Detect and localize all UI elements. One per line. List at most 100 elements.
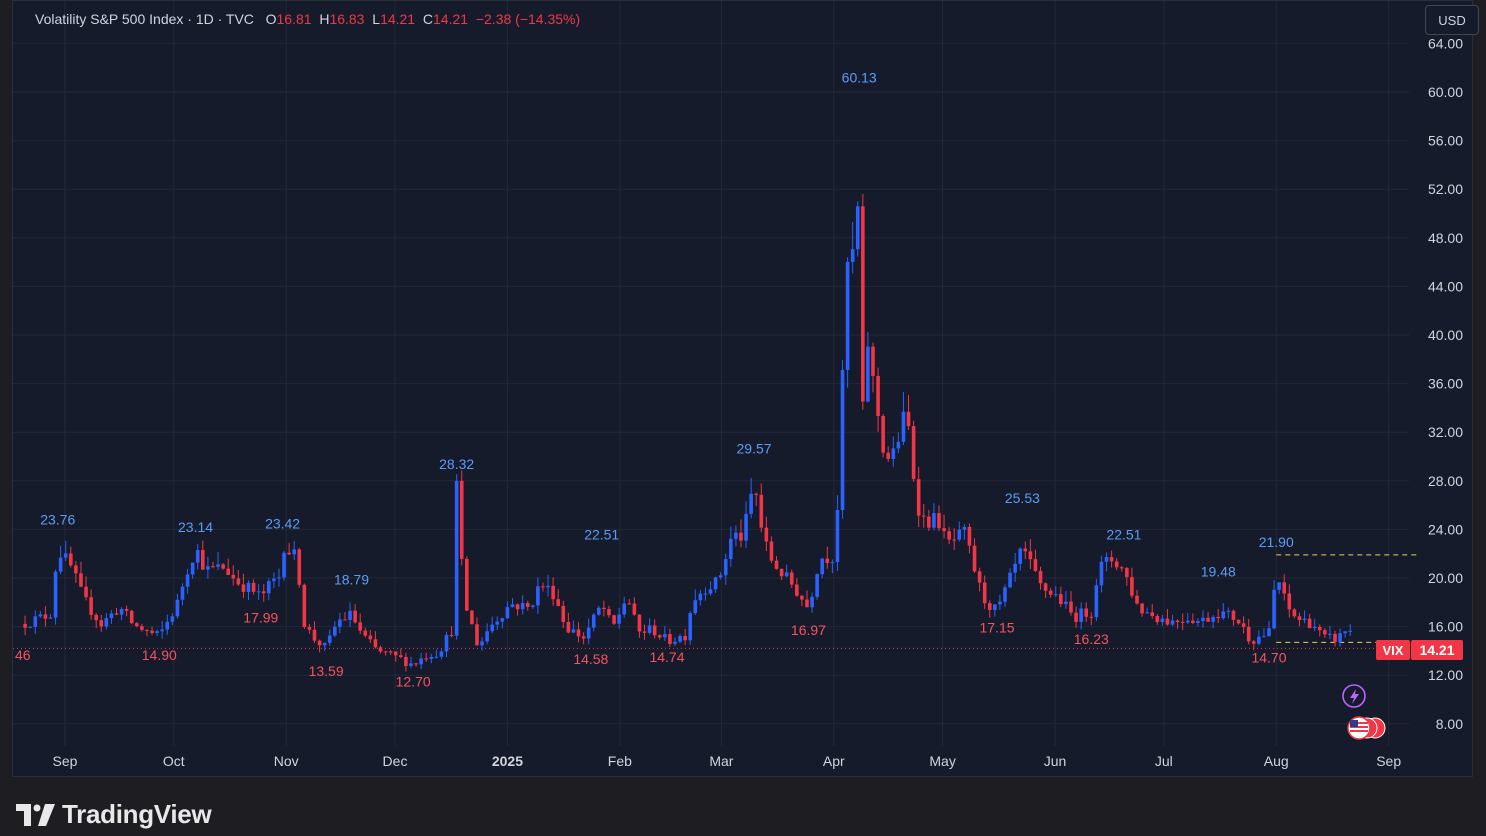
candle-body (937, 513, 941, 529)
candle-body (637, 614, 642, 632)
candle-body (1231, 610, 1236, 620)
open-value: 16.81 (276, 11, 312, 27)
y-tick-label: 48.00 (1428, 230, 1463, 246)
high-value: 16.83 (329, 11, 365, 27)
x-tick-label: Feb (608, 753, 632, 769)
candle-body (571, 629, 576, 633)
candle-body (490, 624, 495, 632)
candle-body (104, 618, 109, 627)
candle-body (84, 586, 88, 598)
candle-body (825, 558, 830, 564)
candle-body (561, 605, 566, 622)
candle-body (1048, 590, 1053, 595)
candle-body (175, 599, 180, 617)
candle-body (617, 614, 621, 624)
candle-body (1135, 595, 1139, 604)
candle-body (150, 630, 154, 633)
candle-body (698, 593, 703, 601)
candle-body (652, 625, 657, 636)
brand-name: TradingView (62, 799, 212, 829)
y-tick-label: 24.00 (1428, 521, 1463, 537)
candle-body (1008, 572, 1012, 588)
candle-body (135, 623, 139, 627)
candle-body (449, 634, 454, 636)
candle-body (982, 582, 987, 604)
candle-body (399, 655, 403, 657)
candle-body (69, 553, 73, 566)
candle-body (1333, 633, 1337, 643)
candle-body (312, 629, 317, 641)
us-flag-icon[interactable] (1347, 716, 1386, 740)
price-chart[interactable]: 23.76 23.14 23.42 18.79 28.32 22.51 29.57 60.13… (13, 1, 1474, 778)
candle-body (932, 513, 936, 528)
candle-body (566, 621, 571, 633)
candle-body (850, 249, 855, 262)
candle-body (952, 539, 957, 541)
x-tick-label: Apr (823, 753, 845, 769)
candle-body (1241, 623, 1246, 627)
candle-body (1059, 594, 1063, 605)
candle-body (211, 566, 215, 568)
candle-body (195, 550, 200, 563)
grid-lines (13, 1, 1409, 746)
candle-body (1043, 583, 1048, 591)
candle-body (1064, 601, 1068, 605)
candle-body (597, 607, 601, 615)
high-point-label: 60.13 (842, 69, 877, 85)
candle-body (723, 559, 728, 576)
candle-body (795, 584, 799, 596)
candle-body (1145, 612, 1149, 614)
x-tick-label: Aug (1264, 753, 1289, 769)
y-tick-label: 40.00 (1428, 327, 1463, 343)
candle-body (1079, 608, 1083, 622)
candle-body (1251, 641, 1256, 644)
tradingview-brand[interactable]: TradingView (16, 799, 212, 830)
candle-body (348, 610, 352, 620)
candle-body (327, 635, 332, 643)
candle-body (855, 206, 860, 250)
candle-body (505, 607, 510, 619)
candle-body (764, 527, 769, 542)
candle-body (216, 564, 220, 567)
x-tick-label: Jul (1155, 753, 1173, 769)
x-axis[interactable]: Sep Oct Nov Dec 2025 Feb Mar Apr May Jun Jul Aug Sep (53, 753, 1402, 769)
candle-body (272, 578, 276, 582)
low-point-label: 12.70 (396, 674, 431, 690)
candle-body (155, 631, 159, 633)
candle-body (1221, 611, 1226, 619)
candle-body (861, 206, 865, 402)
candle-body (642, 631, 647, 633)
candle-body (866, 346, 870, 402)
currency-button[interactable]: USD (1425, 5, 1479, 35)
candle-body (749, 493, 753, 514)
candle-body (556, 599, 561, 606)
high-point-label: 22.51 (1106, 527, 1141, 543)
y-tick-label: 44.00 (1428, 278, 1463, 294)
candle-body (957, 529, 962, 540)
candle-body (267, 581, 271, 594)
candle-body (28, 626, 32, 628)
candle-body (576, 629, 581, 637)
candle-body (140, 626, 144, 630)
close-value: 14.21 (433, 11, 469, 27)
point-labels: 23.76 23.14 23.42 18.79 28.32 22.51 29.57 60.13… (40, 69, 1294, 689)
candle-body (627, 603, 632, 605)
candle-body (972, 545, 977, 572)
candle-body (581, 636, 586, 639)
y-axis[interactable]: 64.00 60.00 56.00 52.00 48.00 44.00 40.00 36.00… (1428, 35, 1463, 731)
candle-body (317, 640, 322, 646)
price-tag-value: 14.21 (1419, 642, 1454, 658)
candle-body (368, 635, 373, 640)
lightning-icon[interactable] (1342, 684, 1366, 708)
candle-body (744, 513, 748, 541)
candle-body (251, 582, 256, 592)
candle-body (515, 604, 520, 610)
candle-body (820, 558, 825, 575)
chart-frame[interactable]: 23.76 23.14 23.42 18.79 28.32 22.51 29.57 60.13… (12, 0, 1479, 778)
low-point-label: 14.90 (142, 647, 177, 663)
candle-body (1155, 615, 1160, 623)
candle-body (1033, 559, 1038, 571)
candle-body (688, 613, 693, 641)
candle-body (632, 603, 637, 615)
y-tick-label: 64.00 (1428, 35, 1463, 51)
